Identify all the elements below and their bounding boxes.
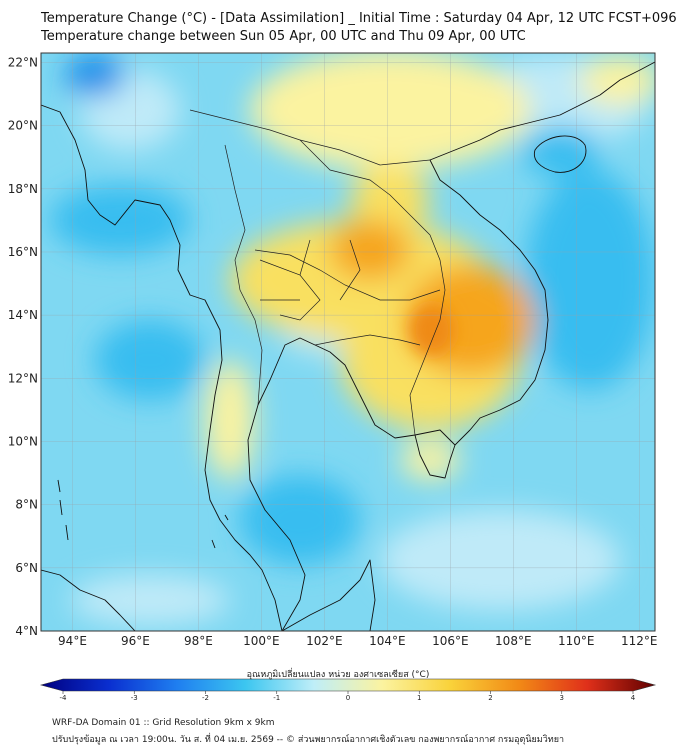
lat-label: 22°N [8,55,38,69]
graticule [41,53,655,631]
border-internal-thailand [259,239,361,321]
field-yellow-ne-corner [580,55,655,105]
field-deep-blue-nw [65,53,125,97]
lon-label: 104°E [369,634,406,648]
colorbar: -4 -3 -2 -1 0 1 2 3 4 [39,678,657,700]
map-title-line-2: Temperature change between Sun 05 Apr, 0… [41,29,526,44]
coastline-hainan [533,135,587,173]
lat-label: 8°N [15,498,38,512]
coastline-sumatra [41,569,136,631]
footer-line-2: ปรับปรุงข้อมูล ณ เวลา 19:00น. วัน ส. ที่… [52,735,565,745]
lon-label: 112°E [621,634,658,648]
colorbar-ticks: -4 -3 -2 -1 0 1 2 3 4 [60,691,636,700]
temperature-field [41,53,655,631]
colorbar-tick-label: -1 [273,694,280,700]
field-orange-northeast [330,220,410,280]
colorbar-tick-label: -2 [202,694,209,700]
map-title-line-1: Temperature Change (°C) - [Data Assimila… [41,11,676,26]
coastline-mekong-delta [414,434,456,479]
colorbar-tick-label: -4 [60,694,68,700]
colorbar-tick-label: 0 [346,694,350,700]
field-light-blue-south [380,510,620,610]
coastline-malaysia-east [281,559,376,631]
field-blue-andaman [50,185,190,255]
lat-label: 6°N [15,561,38,575]
field-yellow-north [250,53,530,170]
coastline-vietnam-north [519,61,655,126]
colorbar-tick-label: 2 [488,694,492,700]
border-thailand-laos [254,249,441,301]
lat-label: 12°N [8,371,38,385]
field-light-blue-sw [70,575,230,625]
borders [189,109,446,436]
colorbar-title: อุณหภูมิเปลี่ยนแปลง หน่วย องศาเซลเซียส (… [246,670,430,680]
field-blue-west [95,320,205,400]
coastline-andaman-islands [57,479,69,541]
field-hotspot [410,305,454,355]
field-yellow-laos [350,165,430,235]
field-yellow-tenasserim [205,360,255,480]
lat-label: 16°N [8,245,38,259]
lon-label: 98°E [184,634,213,648]
lat-label: 4°N [15,624,38,638]
lat-label: 18°N [8,182,38,196]
footer-line-1: WRF-DA Domain 01 :: Grid Resolution 9km … [52,718,275,728]
lon-label: 102°E [306,634,343,648]
lat-label: 20°N [8,119,38,133]
field-blue-east [525,170,655,390]
coastline-myanmar-west [41,104,283,631]
lon-label: 106°E [432,634,469,648]
coastlines [41,61,655,631]
border-thailand-cambodia [314,334,421,346]
colorbar-tick-label: 3 [560,694,564,700]
lon-label: 96°E [121,634,150,648]
coastline-phuket-islands [211,514,229,549]
longitude-labels: 94°E 96°E 98°E 100°E 102°E 104°E 106°E 108°E 110… [58,634,657,648]
lat-label: 10°N [8,434,38,448]
lon-label: 110°E [558,634,595,648]
colorbar-tick-label: 1 [417,694,421,700]
lat-label: 14°N [8,308,38,322]
lon-label: 100°E [243,634,280,648]
border-china-north [189,109,431,166]
lon-label: 108°E [495,634,532,648]
temperature-change-map: 22°N 20°N 18°N 16°N 14°N 12°N 10°N 8°N 6°N 4°N 94… [8,52,658,700]
colorbar-tick-label: -3 [131,694,138,700]
field-blobs [50,53,655,625]
border-myanmar-thailand [224,144,263,406]
latitude-labels: 22°N 20°N 18°N 16°N 14°N 12°N 10°N 8°N 6°N 4°N [8,55,38,638]
field-blue-hainan [520,125,600,175]
field-dark-orange-hotspot [410,305,454,355]
lon-label: 94°E [58,634,87,648]
field-blue-south-gulf [240,475,360,565]
map-frame [40,52,656,632]
border-laos-vietnam [299,139,446,436]
field-yellow-mekong [400,440,460,480]
colorbar-tick-label: 4 [631,694,636,700]
